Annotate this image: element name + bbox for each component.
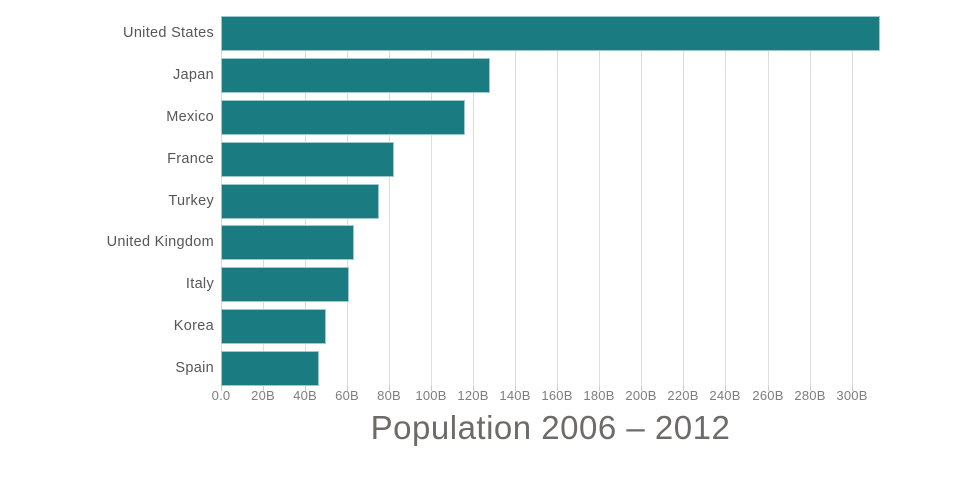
x-tick-mark [473,386,474,391]
x-tick-label: 0.0 [211,388,231,403]
bar-turkey [221,184,379,219]
x-tick-mark [347,386,348,391]
x-tick-mark [852,386,853,391]
x-tick-label: 60B [335,388,359,403]
x-tick-mark [768,386,769,391]
x-tick-label: 80B [377,388,401,403]
category-label: Mexico [166,109,214,125]
category-label: France [167,151,214,167]
gridline [641,16,642,386]
chart-title: Population 2006 – 2012 [370,409,731,446]
bar-italy [221,267,349,302]
x-tick-label: 160B [541,388,573,403]
x-tick-mark [599,386,600,391]
gridline [768,16,769,386]
bar-spain [221,351,319,386]
gridline [683,16,684,386]
bar-france [221,142,394,177]
category-label: Turkey [168,193,214,209]
x-tick-label: 280B [794,388,826,403]
gridline [810,16,811,386]
category-label: United Kingdom [106,234,214,250]
x-tick-label: 40B [293,388,317,403]
x-tick-mark [389,386,390,391]
category-label: Italy [185,276,214,292]
gridline [431,16,432,386]
x-tick-mark [431,386,432,391]
gridline [389,16,390,386]
x-tick-label: 140B [499,388,531,403]
category-label: Spain [175,360,214,376]
bar-japan [221,58,490,93]
gridline [852,16,853,386]
bar-united-kingdom [221,225,354,260]
gridline [473,16,474,386]
bar-mexico [221,100,465,135]
bar-korea [221,309,326,344]
x-tick-label: 200B [625,388,657,403]
x-tick-label: 120B [457,388,489,403]
gridline [725,16,726,386]
x-tick-label: 240B [709,388,741,403]
x-tick-label: 100B [415,388,447,403]
x-tick-mark [305,386,306,391]
x-tick-label: 300B [836,388,868,403]
gridline [557,16,558,386]
bar-united-states [221,16,880,51]
gridline [599,16,600,386]
x-tick-label: 180B [583,388,615,403]
category-label: Japan [172,67,214,83]
x-tick-mark [683,386,684,391]
x-tick-label: 220B [667,388,699,403]
x-tick-label: 20B [251,388,275,403]
x-tick-mark [515,386,516,391]
category-label: Korea [173,318,214,334]
x-tick-mark [725,386,726,391]
x-tick-mark [221,386,222,391]
gridline [515,16,516,386]
x-tick-mark [810,386,811,391]
category-label: United States [123,25,214,41]
x-tick-mark [557,386,558,391]
x-tick-mark [641,386,642,391]
x-tick-mark [263,386,264,391]
x-tick-label: 260B [752,388,784,403]
